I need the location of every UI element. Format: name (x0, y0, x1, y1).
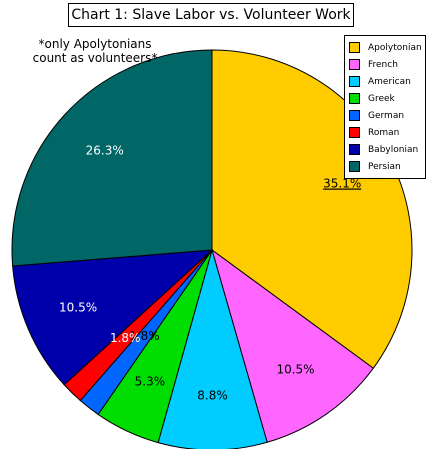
legend-item-greek: Greek (349, 90, 425, 107)
chart-title: Chart 1: Slave Labor vs. Volunteer Work (68, 3, 354, 27)
annotation-line-1: *only Apolytonians (38, 37, 152, 51)
legend-label: Roman (368, 127, 400, 138)
slice-label-babylonian: 10.5% (59, 301, 97, 315)
legend-swatch (349, 59, 360, 70)
legend-swatch (349, 161, 360, 172)
legend-swatch (349, 76, 360, 87)
legend-item-german: German (349, 107, 425, 124)
pie-slice-french (211, 248, 375, 443)
chart-annotation: *only Apolytonians count as volunteers* (20, 37, 170, 65)
legend-swatch (349, 110, 360, 121)
legend-label: German (368, 110, 405, 121)
legend-item-apolytonian: Apolytonian (349, 39, 425, 56)
slice-label-persian: 26.3% (86, 144, 124, 158)
slice-label-french: 10.5% (276, 362, 314, 376)
legend-item-roman: Roman (349, 124, 425, 141)
legend-label: Greek (368, 93, 395, 104)
slice-label-roman: 1.8% (110, 331, 141, 345)
slice-label-apolytonian: 35.1% (323, 177, 361, 191)
legend-item-american: American (349, 73, 425, 90)
legend-swatch (349, 42, 360, 53)
legend-label: Apolytonian (368, 42, 422, 53)
legend-label: American (368, 76, 411, 87)
legend-item-french: French (349, 56, 425, 73)
pie-slice-persian (11, 49, 213, 267)
legend-item-babylonian: Babylonian (349, 141, 425, 158)
annotation-line-2: count as volunteers* (32, 51, 158, 65)
legend-swatch (349, 144, 360, 155)
slice-label-greek: 5.3% (135, 375, 166, 389)
slice-label-german: 1.8% (129, 329, 160, 343)
legend-label: Persian (368, 161, 401, 172)
legend-item-persian: Persian (349, 158, 425, 175)
slice-label-american: 8.8% (197, 389, 228, 403)
pie-slice-babylonian (12, 249, 214, 386)
legend-swatch (349, 127, 360, 138)
legend-label: Babylonian (368, 144, 419, 155)
chart-legend: Apolytonian French American Greek German Roma… (344, 35, 426, 179)
legend-label: French (368, 59, 398, 70)
legend-swatch (349, 93, 360, 104)
pie-slice-american (157, 248, 268, 449)
